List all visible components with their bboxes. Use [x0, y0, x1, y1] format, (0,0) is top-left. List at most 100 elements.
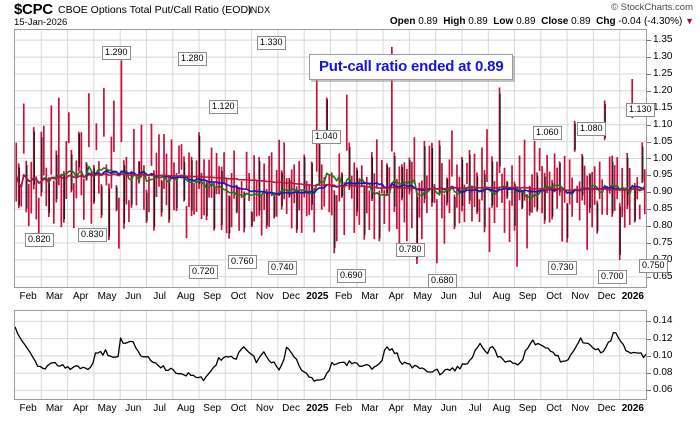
- tick-mark: [647, 356, 651, 357]
- main-x-tick-feb: Feb: [335, 291, 353, 302]
- open-value: 0.89: [418, 16, 438, 27]
- lower-x-tick-oct: Oct: [230, 403, 247, 414]
- open-label: Open: [389, 16, 416, 27]
- price-flag: 0.720: [189, 265, 218, 279]
- main-x-tick-aug: Aug: [176, 291, 195, 302]
- lower-x-tick-aug: Aug: [492, 403, 511, 414]
- main-x-tick-jul: Jul: [153, 291, 166, 302]
- tick-mark: [647, 209, 651, 210]
- lower-y-tick-0-14: 0.14: [653, 315, 673, 327]
- main-y-tick-0-65: 0.65: [653, 270, 673, 282]
- lower-x-tick-jun: Jun: [440, 403, 457, 414]
- price-flag: 1.330: [257, 36, 286, 50]
- lower-x-tick-feb: Feb: [19, 403, 37, 414]
- lower-x-tick-2025: 2025: [306, 403, 329, 414]
- lower-x-tick-jun: Jun: [125, 403, 142, 414]
- lower-y-tick-0-08: 0.08: [653, 367, 673, 379]
- price-flag: 1.040: [312, 130, 341, 144]
- main-y-tick-0-95: 0.95: [653, 169, 673, 181]
- main-x-tick-jun: Jun: [125, 291, 142, 302]
- main-x-tick-dec: Dec: [282, 291, 300, 302]
- price-flag: 1.290: [102, 46, 131, 60]
- price-flag: 1.120: [209, 100, 238, 114]
- main-x-tick-nov: Nov: [571, 291, 590, 302]
- main-x-tick-sep: Sep: [203, 291, 222, 302]
- lower-x-tick-apr: Apr: [388, 403, 404, 414]
- main-y-tick-1-10: 1.10: [653, 118, 673, 130]
- tick-mark: [647, 142, 651, 143]
- lower-x-tick-nov: Nov: [255, 403, 274, 414]
- annotation-callout: Put-call ratio ended at 0.89: [309, 54, 514, 80]
- close-value: 0.89: [571, 16, 591, 27]
- price-flag: 1.080: [577, 122, 606, 136]
- main-y-tick-1-15: 1.15: [653, 101, 673, 113]
- tick-mark: [647, 74, 651, 75]
- main-x-tick-mar: Mar: [45, 291, 64, 302]
- tick-mark: [647, 91, 651, 92]
- main-y-tick-1-30: 1.30: [653, 51, 673, 63]
- main-y-tick-1-35: 1.35: [653, 34, 673, 46]
- tick-mark: [647, 243, 651, 244]
- low-label: Low: [493, 16, 514, 27]
- lower-x-tick-may: May: [413, 403, 432, 414]
- main-y-tick-1-25: 1.25: [653, 67, 673, 79]
- lower-x-tick-aug: Aug: [176, 403, 195, 414]
- tick-mark: [647, 57, 651, 58]
- main-x-tick-oct: Oct: [230, 291, 247, 302]
- main-x-tick-dec: Dec: [597, 291, 616, 302]
- lower-x-tick-sep: Sep: [203, 403, 222, 414]
- price-flag: 0.680: [428, 274, 457, 288]
- main-x-tick-nov: Nov: [255, 291, 274, 302]
- chg-label: Chg: [596, 16, 616, 27]
- price-flag: 1.130: [626, 103, 655, 117]
- main-x-tick-sep: Sep: [518, 291, 537, 302]
- lower-x-tick-nov: Nov: [571, 403, 590, 414]
- tick-mark: [647, 277, 651, 278]
- price-flag: 0.690: [337, 269, 366, 283]
- high-label: High: [443, 16, 466, 27]
- tick-mark: [647, 125, 651, 126]
- lower-x-tick-feb: Feb: [335, 403, 353, 414]
- main-x-tick-oct: Oct: [546, 291, 562, 302]
- lower-x-tick-dec: Dec: [597, 403, 616, 414]
- main-y-tick-0-85: 0.85: [653, 203, 673, 215]
- lower-x-tick-mar: Mar: [361, 403, 379, 414]
- tick-mark: [647, 339, 651, 340]
- price-flag: 0.750: [639, 259, 668, 273]
- symbol-ticker: $CPC: [14, 1, 53, 18]
- main-x-tick-jun: Jun: [440, 291, 457, 302]
- lower-x-tick-2026: 2026: [621, 403, 644, 414]
- main-y-tick-0-80: 0.80: [653, 220, 673, 232]
- main-x-tick-mar: Mar: [361, 291, 379, 302]
- tick-mark: [647, 158, 651, 159]
- main-y-tick-0-90: 0.90: [653, 186, 673, 198]
- lower-x-tick-may: May: [97, 403, 117, 414]
- main-x-tick-feb: Feb: [19, 291, 37, 302]
- high-value: 0.89: [468, 16, 488, 27]
- main-chart-svg: [15, 30, 646, 287]
- price-flag: 0.780: [396, 243, 425, 257]
- lower-y-tick-0-12: 0.12: [653, 332, 673, 344]
- lower-chart-svg: [15, 311, 646, 399]
- price-flag: 0.740: [268, 261, 297, 275]
- price-flag: 0.730: [548, 261, 577, 275]
- tick-mark: [647, 192, 651, 193]
- down-arrow-icon: ▼: [685, 16, 694, 26]
- price-flag: 1.280: [178, 52, 207, 66]
- low-value: 0.89: [516, 16, 536, 27]
- main-x-tick-may: May: [413, 291, 432, 302]
- main-x-tick-aug: Aug: [492, 291, 511, 302]
- main-x-tick-apr: Apr: [388, 291, 404, 302]
- lower-y-tick-0-10: 0.10: [653, 349, 673, 361]
- tick-mark: [647, 321, 651, 322]
- tick-mark: [647, 175, 651, 176]
- price-flag: 1.060: [533, 126, 562, 140]
- price-flag: 0.760: [228, 255, 257, 269]
- main-y-tick-1-00: 1.00: [653, 152, 673, 164]
- price-flag: 0.820: [25, 233, 54, 247]
- lower-x-tick-apr: Apr: [72, 403, 89, 414]
- lower-x-tick-jul: Jul: [468, 403, 482, 414]
- exchange-label: INDX: [248, 5, 271, 15]
- lower-x-tick-oct: Oct: [546, 403, 562, 414]
